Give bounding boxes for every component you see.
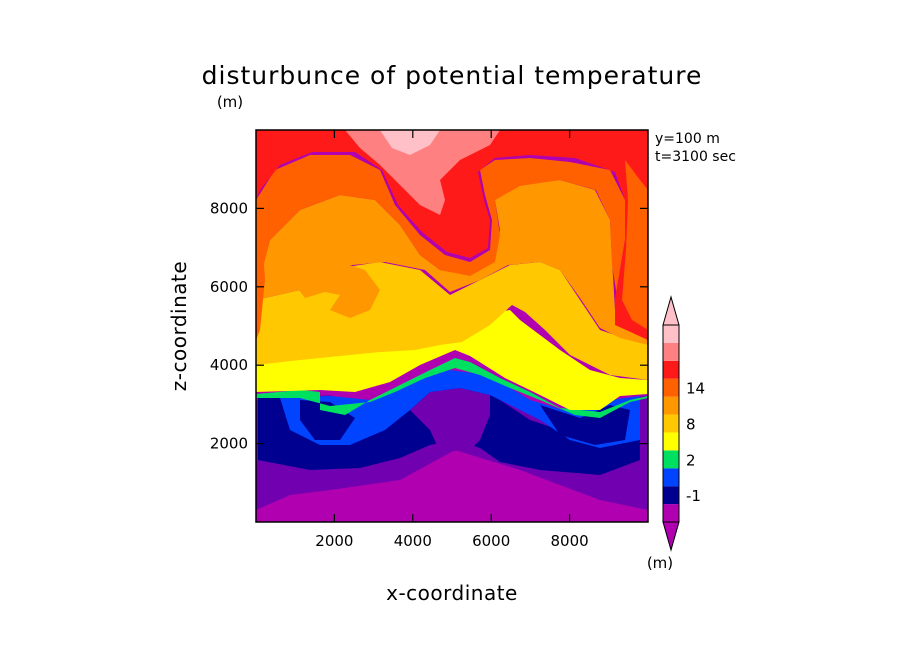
y-tick-label: 4000: [210, 356, 248, 374]
colorbar-swatch: [663, 486, 679, 505]
contour-level-5: [256, 310, 648, 410]
annotation-text: t=3100 sec: [655, 149, 736, 165]
colorbar-max-arrow: [662, 295, 680, 326]
x-tick-label: 4000: [394, 532, 432, 550]
contour-level-8: [256, 155, 648, 330]
colorbar-label: 8: [686, 416, 696, 434]
contour-level-8-right: [622, 160, 648, 330]
colorbar-swatch: [663, 504, 679, 522]
y-tick-label: 6000: [210, 278, 248, 296]
contour-level-1-pocket: [410, 388, 490, 452]
contour-level-8-edge: [256, 210, 265, 340]
colorbar-swatch: [663, 325, 679, 343]
y-tick-label: 8000: [210, 199, 248, 217]
colorbar-swatch: [663, 432, 679, 451]
x-tick-label: 6000: [472, 532, 510, 550]
colorbar-swatch: [663, 378, 679, 397]
x-tick-label: 2000: [315, 532, 353, 550]
colorbar-swatch: [663, 468, 679, 487]
colorbar-swatch: [663, 396, 679, 415]
colorbar-frame: [662, 324, 680, 523]
colorbar-swatch: [663, 342, 679, 361]
y-axis-ticks: 2000 4000 6000 8000: [210, 199, 648, 453]
colorbar-min-arrow: [662, 521, 680, 552]
x-axis-label: x-coordinate: [386, 581, 518, 605]
contour-level-9: [256, 130, 648, 340]
x-axis-ticks: 2000 4000 6000 8000: [315, 130, 589, 550]
plot-frame: [255, 129, 649, 523]
contour-field: [256, 130, 648, 522]
colorbar-unit: (m): [647, 554, 673, 572]
plot-area: 2000 4000 6000 8000 2000 4000 6000 8000: [210, 129, 649, 550]
annotation-text: y=100 m: [655, 131, 720, 147]
x-tick-label: 8000: [551, 532, 589, 550]
contour-level-3: [280, 370, 640, 448]
title-unit: (m): [217, 93, 243, 111]
colorbar: -1 2 8 14: [662, 295, 705, 552]
chart-title: disturbunce of potential temperature: [202, 61, 703, 90]
contour-level-4: [256, 358, 648, 418]
annotations: y=100 m t=3100 sec: [655, 131, 736, 165]
colorbar-label: -1: [686, 487, 701, 505]
y-tick-label: 2000: [210, 435, 248, 453]
y-axis-label: z-coordinate: [167, 261, 191, 391]
colorbar-swatch: [663, 360, 679, 379]
colorbar-label: 2: [686, 451, 696, 469]
contour-level-2-lobe-right: [540, 405, 630, 445]
contour-level-7: [256, 180, 648, 345]
contour-level-10: [345, 130, 500, 215]
contour-level-11: [380, 130, 440, 155]
colorbar-label: 14: [686, 380, 705, 398]
colorbar-swatch: [663, 450, 679, 469]
colorbar-swatch: [663, 414, 679, 433]
